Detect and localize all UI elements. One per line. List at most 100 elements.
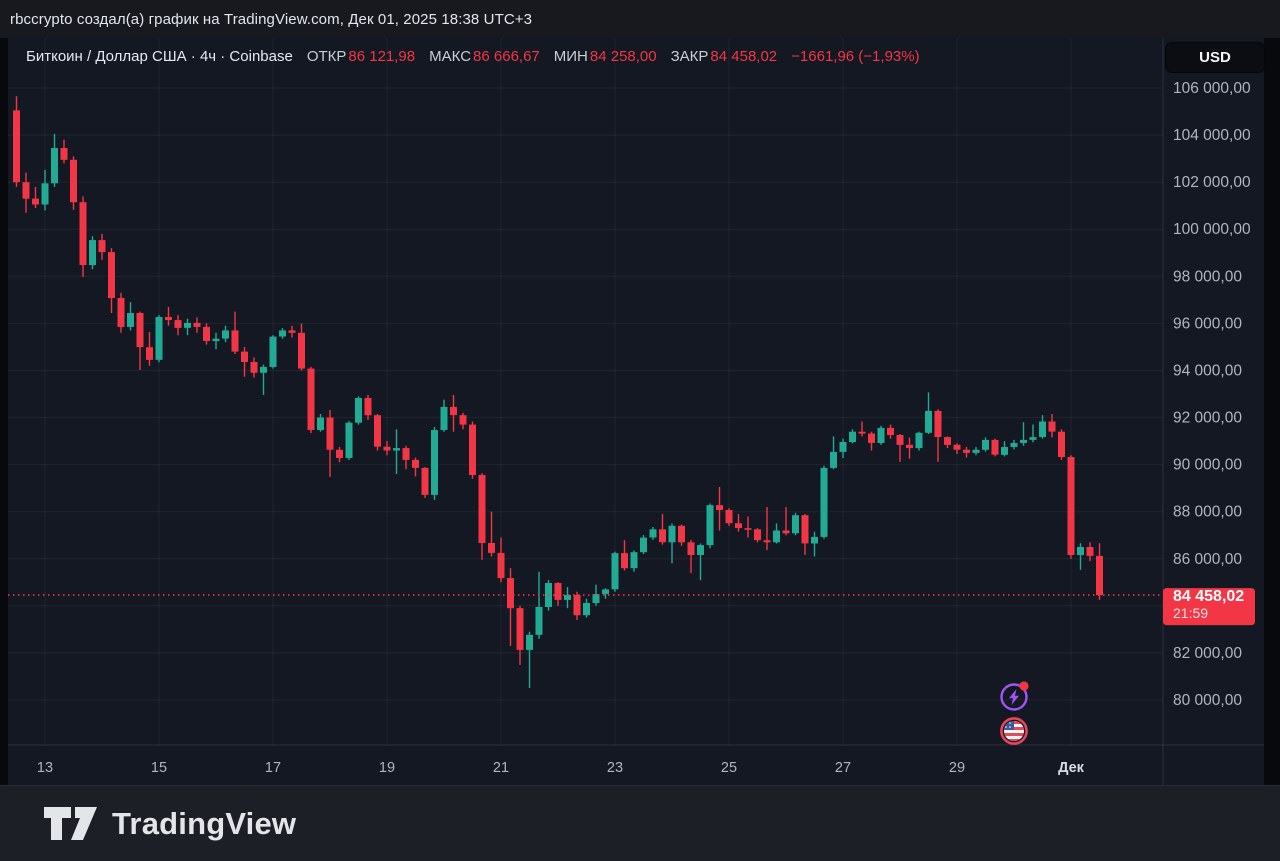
candle-body	[611, 553, 619, 590]
chart-panel: Биткоин / Доллар США · 4ч · Coinbase ОТК…	[8, 38, 1265, 785]
candle-body	[811, 536, 818, 544]
attribution-text: rbccrypto создал(а) график на TradingVie…	[10, 10, 533, 28]
candle-body	[336, 449, 343, 458]
candle-body	[41, 183, 49, 205]
time-axis-label: 17	[265, 760, 281, 776]
price-axis-label: 82 000,00	[1173, 645, 1242, 662]
candle-body	[820, 467, 828, 537]
candle-body	[877, 427, 885, 443]
price-axis-label: 80 000,00	[1173, 692, 1242, 709]
chart-svg[interactable]: 106 000,00 104 000,00 102 000,00 100 000,00…	[8, 38, 1264, 785]
legend-low: МИН 84 258,00	[553, 47, 657, 65]
tradingview-logo[interactable]: TradingView	[44, 806, 296, 842]
candle-body	[269, 336, 277, 367]
tradingview-logo-icon	[44, 806, 97, 840]
candle-body	[944, 437, 951, 445]
candle-body	[934, 410, 942, 437]
footer-bar: TradingView	[0, 785, 1280, 861]
candle-body	[345, 422, 353, 458]
candle-body	[830, 451, 837, 468]
candle-body	[108, 252, 115, 298]
candle-body	[592, 594, 600, 603]
candle-body	[554, 583, 562, 600]
candle-body	[203, 326, 210, 341]
candle-body	[972, 449, 980, 453]
legend-close: ЗАКР 84 458,02	[670, 47, 778, 65]
time-axis-label: 23	[607, 760, 623, 776]
time-axis-label: 29	[949, 760, 965, 776]
candle-body	[478, 475, 486, 543]
candle-body	[193, 322, 201, 327]
candle-body	[535, 607, 543, 635]
candle-body	[849, 431, 856, 443]
attribution-bar: rbccrypto создал(а) график на TradingVie…	[0, 0, 1280, 38]
candle-body	[136, 313, 144, 348]
candles	[13, 96, 1103, 688]
candle-body	[925, 410, 932, 433]
candle-body	[317, 417, 324, 430]
candle-body	[279, 330, 286, 337]
candle-body	[953, 444, 961, 450]
candle-body	[1058, 431, 1065, 457]
candle-body	[1039, 421, 1046, 437]
candle-body	[231, 330, 239, 352]
price-axis-label: 100 000,00	[1173, 221, 1251, 238]
candle-body	[706, 505, 714, 546]
candle-body	[165, 317, 172, 321]
symbol-title[interactable]: Биткоин / Доллар США · 4ч · Coinbase	[26, 47, 293, 65]
candle-body	[725, 510, 733, 524]
tradingview-logo-text: TradingView	[112, 805, 297, 841]
candle-body	[412, 459, 419, 468]
candle-body	[450, 406, 457, 416]
last-price-value: 84 458,02	[1173, 588, 1244, 605]
candle-body	[402, 448, 410, 460]
us-flag-event-icon[interactable]	[1000, 717, 1028, 745]
time-axis-label: 15	[151, 760, 167, 776]
candle-body	[839, 442, 847, 452]
price-axis[interactable]: 106 000,00 104 000,00 102 000,00 100 000,00…	[1173, 80, 1251, 709]
candle-body	[858, 431, 866, 434]
currency-toggle-button[interactable]: USD	[1165, 42, 1265, 73]
candle-body	[801, 515, 809, 544]
candle-body	[250, 362, 258, 373]
candle-body	[782, 530, 790, 534]
chart-legend: Биткоин / Доллар США · 4ч · Coinbase ОТК…	[26, 45, 920, 67]
candle-body	[127, 313, 134, 327]
candle-body	[89, 240, 96, 266]
candle-body	[678, 525, 685, 543]
candle-body	[469, 424, 476, 475]
candle-body	[716, 505, 723, 510]
candle-body	[621, 553, 628, 569]
candle-body	[1096, 555, 1103, 596]
notification-dot	[1019, 681, 1029, 691]
legend-open: ОТКР 86 121,98	[306, 47, 416, 65]
candle-body	[982, 439, 989, 450]
candle-body	[146, 347, 153, 360]
lightning-event-icon[interactable]	[1000, 681, 1029, 711]
candle-body	[298, 332, 305, 369]
candle-body	[602, 589, 609, 595]
price-axis-label: 104 000,00	[1173, 127, 1251, 144]
time-axis[interactable]: 13 15 17 19 21 23 25 27 29 Дек	[37, 760, 1085, 776]
candle-body	[564, 595, 571, 600]
price-axis-label: 102 000,00	[1173, 174, 1251, 191]
candle-body	[659, 529, 666, 543]
candle-body	[915, 432, 923, 449]
candle-body	[13, 110, 20, 183]
candle-body	[307, 368, 315, 430]
candle-body	[488, 543, 495, 553]
price-axis-label: 98 000,00	[1173, 268, 1242, 285]
candle-body	[573, 595, 581, 616]
candle-body	[630, 552, 638, 569]
candle-body	[383, 446, 391, 451]
candle-body	[241, 351, 248, 362]
candle-body	[70, 159, 77, 203]
legend-change: −1661,96 (−1,93%)	[791, 47, 920, 65]
candle-body	[174, 320, 182, 328]
candle-body	[184, 322, 191, 328]
candle-body	[431, 430, 438, 495]
bar-countdown: 21:59	[1173, 605, 1208, 621]
candle-body	[963, 449, 970, 453]
candle-body	[773, 530, 780, 543]
